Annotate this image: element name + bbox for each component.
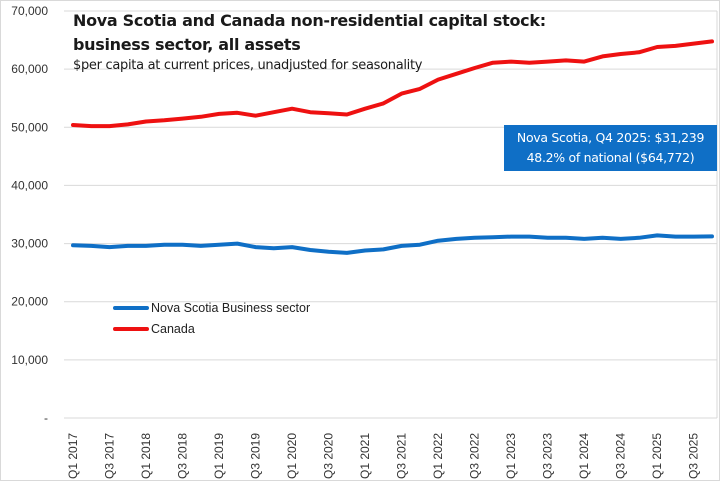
x-tick-label: Q3 2019 (249, 433, 263, 479)
legend-label-canada: Canada (151, 321, 195, 336)
x-tick-label: Q3 2024 (614, 433, 628, 479)
x-tick-label: Q3 2020 (322, 433, 336, 479)
x-tick-label: Q3 2025 (687, 433, 701, 479)
x-tick-label: Q1 2021 (358, 433, 372, 479)
chart-title-line1: Nova Scotia and Canada non-residential c… (73, 11, 546, 30)
y-tick-label: 30,000 (11, 237, 48, 251)
chart-title: Nova Scotia and Canada non-residential c… (73, 9, 546, 57)
annotation-line1: Nova Scotia, Q4 2025: $31,239 (516, 130, 705, 145)
legend-swatch-canada (113, 326, 149, 331)
series-line-nova-scotia (71, 233, 714, 255)
legend: Nova Scotia Business sector Canada (113, 297, 310, 339)
x-tick-label: Q1 2025 (650, 433, 664, 479)
y-axis-ticks: - 10,000 20,000 30,000 40,000 50,000 60,000 70,… (11, 4, 48, 425)
legend-swatch-nova-scotia (113, 305, 149, 310)
y-tick-label: 70,000 (11, 4, 48, 18)
x-tick-label: Q3 2023 (541, 433, 555, 479)
y-tick-label: - (44, 411, 48, 425)
x-tick-label: Q1 2022 (431, 433, 445, 479)
x-tick-label: Q1 2023 (504, 433, 518, 479)
x-tick-label: Q3 2017 (103, 433, 117, 479)
chart-subtitle: $per capita at current prices, unadjuste… (73, 58, 423, 73)
series-line-canada (71, 39, 714, 129)
y-tick-label: 50,000 (11, 120, 48, 134)
chart-title-line2: business sector, all assets (73, 35, 301, 54)
annotation-callout: Nova Scotia, Q4 2025: $31,239 48.2% of n… (504, 125, 717, 171)
x-tick-label: Q1 2019 (212, 433, 226, 479)
x-tick-label: Q1 2024 (577, 433, 591, 479)
legend-item-nova-scotia: Nova Scotia Business sector (113, 297, 310, 318)
x-tick-label: Q3 2022 (468, 433, 482, 479)
x-tick-label: Q1 2017 (66, 433, 80, 479)
x-tick-label: Q1 2020 (285, 433, 299, 479)
y-tick-label: 40,000 (11, 178, 48, 192)
x-axis-ticks: Q1 2017 Q3 2017 Q1 2018 Q3 2018 Q1 2019 Q3 20… (66, 433, 701, 479)
annotation-line2: 48.2% of national ($64,772) (526, 150, 695, 165)
legend-item-canada: Canada (113, 318, 310, 339)
y-tick-label: 60,000 (11, 62, 48, 76)
y-tick-label: 20,000 (11, 295, 48, 309)
y-tick-label: 10,000 (11, 353, 48, 367)
x-tick-label: Q1 2018 (139, 433, 153, 479)
legend-label-nova-scotia: Nova Scotia Business sector (151, 300, 311, 315)
x-tick-label: Q3 2018 (176, 433, 190, 479)
series-lines (71, 39, 714, 255)
x-tick-label: Q3 2021 (395, 433, 409, 479)
